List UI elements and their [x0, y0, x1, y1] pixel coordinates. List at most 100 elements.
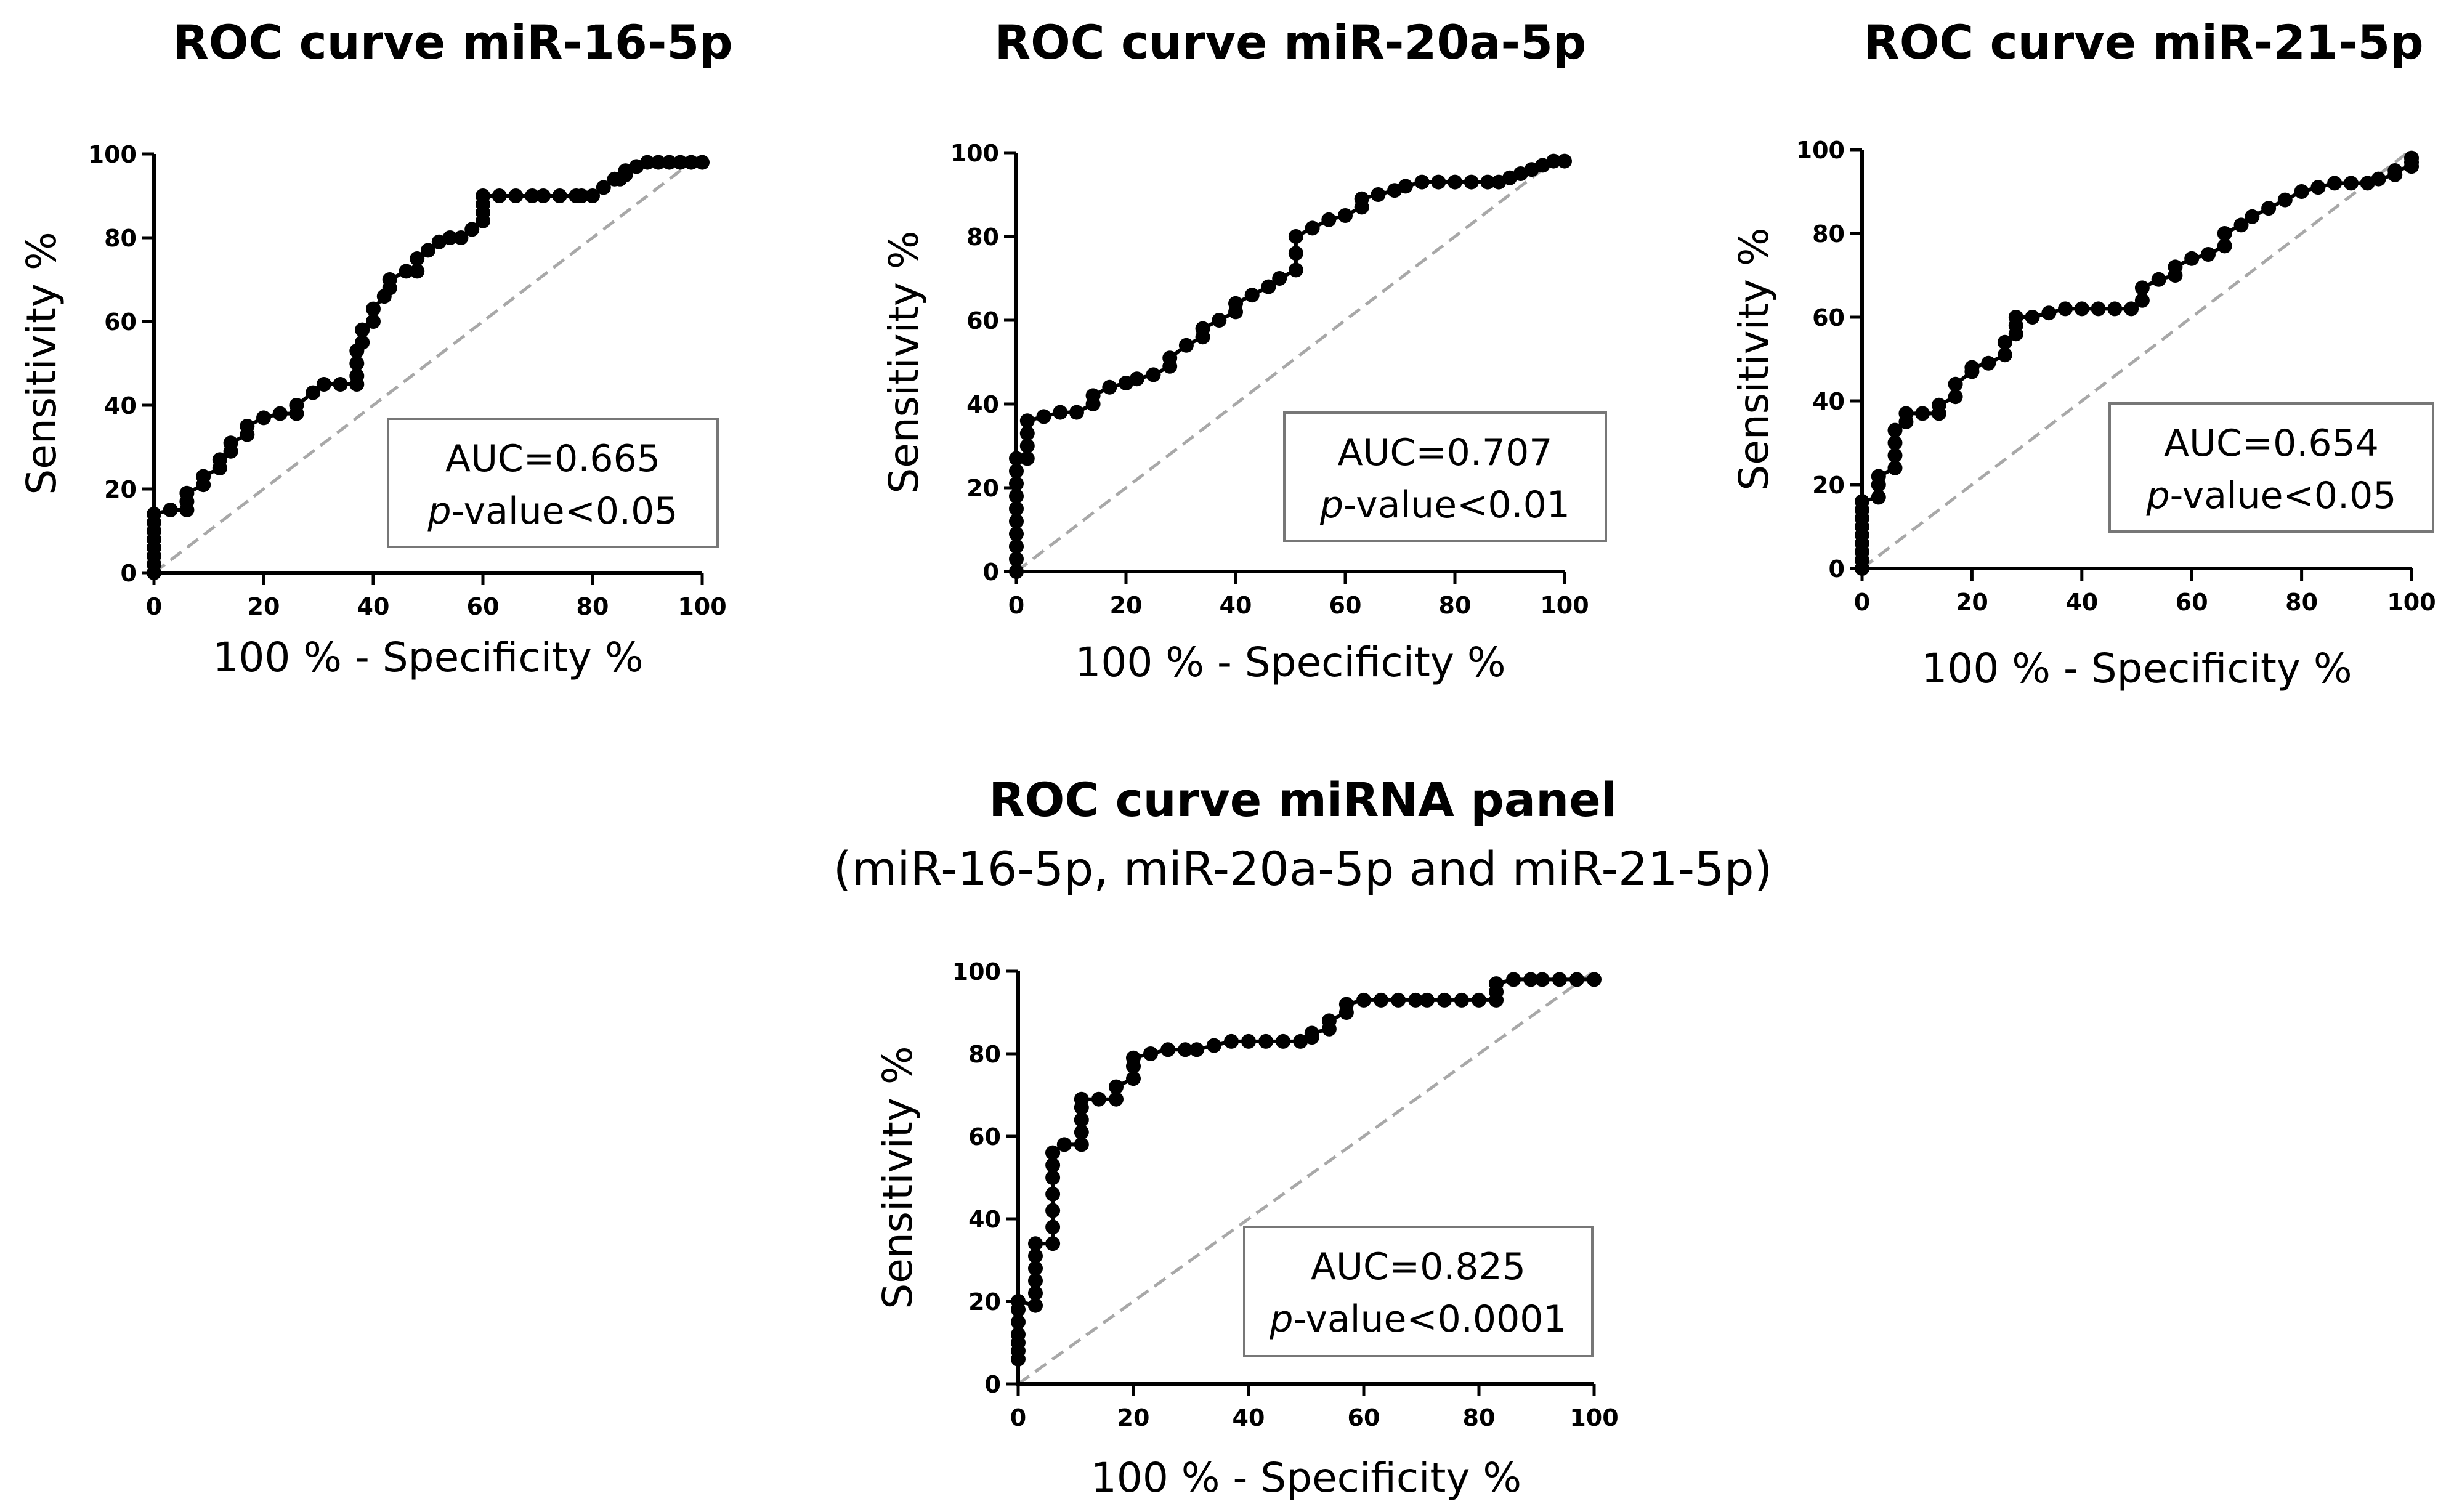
roc-data-point: [399, 264, 414, 279]
y-tick-label: 60: [104, 309, 137, 336]
auc-annotation-box: [2108, 402, 2434, 533]
roc-data-point: [1212, 313, 1227, 328]
roc-data-point: [366, 314, 381, 329]
roc-data-point: [2058, 301, 2073, 317]
roc-data-point: [410, 264, 425, 279]
chart-title: ROC curve miRNA panel: [989, 772, 1617, 827]
y-tick-label: 60: [966, 307, 999, 334]
y-tick-label: 40: [1812, 388, 1845, 415]
roc-data-point: [1009, 488, 1024, 504]
p-value-label: p-value<0.05: [427, 490, 678, 533]
roc-data-point: [1146, 367, 1161, 382]
roc-data-point: [640, 155, 655, 170]
p-symbol: p: [1269, 1298, 1293, 1341]
roc-data-point: [1224, 1033, 1239, 1049]
roc-data-point: [1997, 334, 2012, 350]
roc-data-point: [1288, 229, 1303, 244]
roc-data-point: [1321, 1013, 1337, 1029]
roc-data-point: [1028, 1298, 1043, 1313]
auc-annotation-box: [387, 418, 719, 548]
y-axis-label: Sensitivity %: [1730, 227, 1778, 490]
x-axis-label: 100 % - Specificity %: [1075, 639, 1505, 686]
roc-data-point: [1915, 406, 1930, 421]
x-tick-label: 40: [1220, 592, 1252, 619]
roc-data-point: [2217, 238, 2232, 254]
roc-data-point: [1293, 1033, 1308, 1049]
roc-data-point: [1431, 174, 1446, 190]
roc-data-point: [585, 188, 600, 203]
x-tick-label: 0: [1010, 1404, 1026, 1431]
roc-data-point: [1569, 972, 1584, 987]
roc-data-point: [333, 377, 348, 392]
x-tick-label: 60: [467, 593, 500, 620]
y-axis-label: Sensitivity %: [874, 1046, 921, 1309]
roc-data-point: [1102, 379, 1117, 395]
roc-data-point: [1011, 1314, 1026, 1330]
roc-data-point: [1855, 494, 1869, 509]
y-tick-label: 20: [968, 1288, 1001, 1316]
y-tick-label: 60: [1812, 304, 1845, 331]
y-tick-label: 80: [1812, 220, 1845, 248]
roc-data-point: [1019, 413, 1035, 429]
roc-data-point: [2343, 176, 2359, 191]
roc-data-point: [508, 188, 524, 203]
auc-value-label: AUC=0.654: [2164, 422, 2379, 465]
y-tick-label: 0: [985, 1371, 1001, 1398]
roc-data-point: [2168, 259, 2183, 275]
roc-data-point: [1981, 355, 1996, 371]
roc-data-point: [1028, 1236, 1043, 1251]
x-tick-label: 80: [1463, 1404, 1496, 1431]
roc-data-point: [366, 301, 381, 317]
roc-data-point: [1011, 1327, 1026, 1342]
roc-data-point: [1241, 1033, 1256, 1049]
roc-data-point: [1391, 992, 1406, 1008]
roc-data-point: [1028, 1285, 1043, 1301]
roc-data-point: [349, 356, 365, 371]
roc-data-point: [1085, 388, 1101, 403]
y-tick-label: 40: [966, 391, 999, 418]
roc-data-point: [525, 188, 540, 203]
roc-data-point: [1074, 1137, 1089, 1152]
x-tick-label: 100: [1540, 592, 1589, 619]
roc-data-point: [464, 222, 480, 237]
roc-data-point: [1338, 208, 1353, 223]
roc-data-point: [1506, 972, 1521, 987]
p-symbol: p: [2146, 474, 2170, 517]
roc-data-point: [1305, 220, 1320, 236]
reference-diagonal-line: [1017, 969, 1595, 1386]
roc-data-point: [1009, 539, 1024, 554]
x-tick-label: 40: [357, 593, 390, 620]
roc-data-point: [1408, 992, 1423, 1008]
x-tick-label: 80: [577, 593, 609, 620]
roc-data-point: [1557, 153, 1572, 169]
roc-data-point: [442, 230, 458, 245]
roc-data-point: [1338, 997, 1354, 1012]
roc-data-point: [2091, 301, 2106, 317]
y-tick-label: 80: [968, 1041, 1001, 1068]
roc-data-point: [2245, 209, 2260, 224]
roc-data-point: [212, 452, 227, 467]
roc-data-point: [1272, 271, 1287, 286]
roc-data-point: [1091, 1091, 1106, 1107]
roc-data-point: [1160, 1042, 1176, 1057]
x-axis-label: 100 % - Specificity %: [213, 634, 643, 681]
x-tick-label: 100: [2387, 589, 2436, 616]
roc-data-point: [1019, 426, 1035, 441]
roc-data-point: [1028, 1248, 1043, 1264]
roc-data-point: [2371, 171, 2386, 187]
x-tick-label: 60: [1348, 1404, 1380, 1431]
roc-data-point: [1053, 405, 1068, 420]
roc-data-point: [1028, 1261, 1043, 1276]
y-tick-label: 100: [88, 141, 137, 168]
y-tick-label: 0: [983, 559, 999, 586]
roc-data-point: [1045, 1145, 1061, 1160]
chart-title: ROC curve miR-16-5p: [172, 15, 732, 70]
reference-diagonal-line: [1861, 148, 2413, 570]
roc-data-point: [2184, 251, 2200, 266]
roc-data-point: [1074, 1112, 1089, 1128]
roc-data-point: [355, 322, 370, 338]
x-tick-label: 40: [2065, 589, 2098, 616]
roc-data-point: [1129, 371, 1144, 387]
p-symbol: p: [427, 490, 452, 533]
roc-data-point: [1523, 972, 1539, 987]
